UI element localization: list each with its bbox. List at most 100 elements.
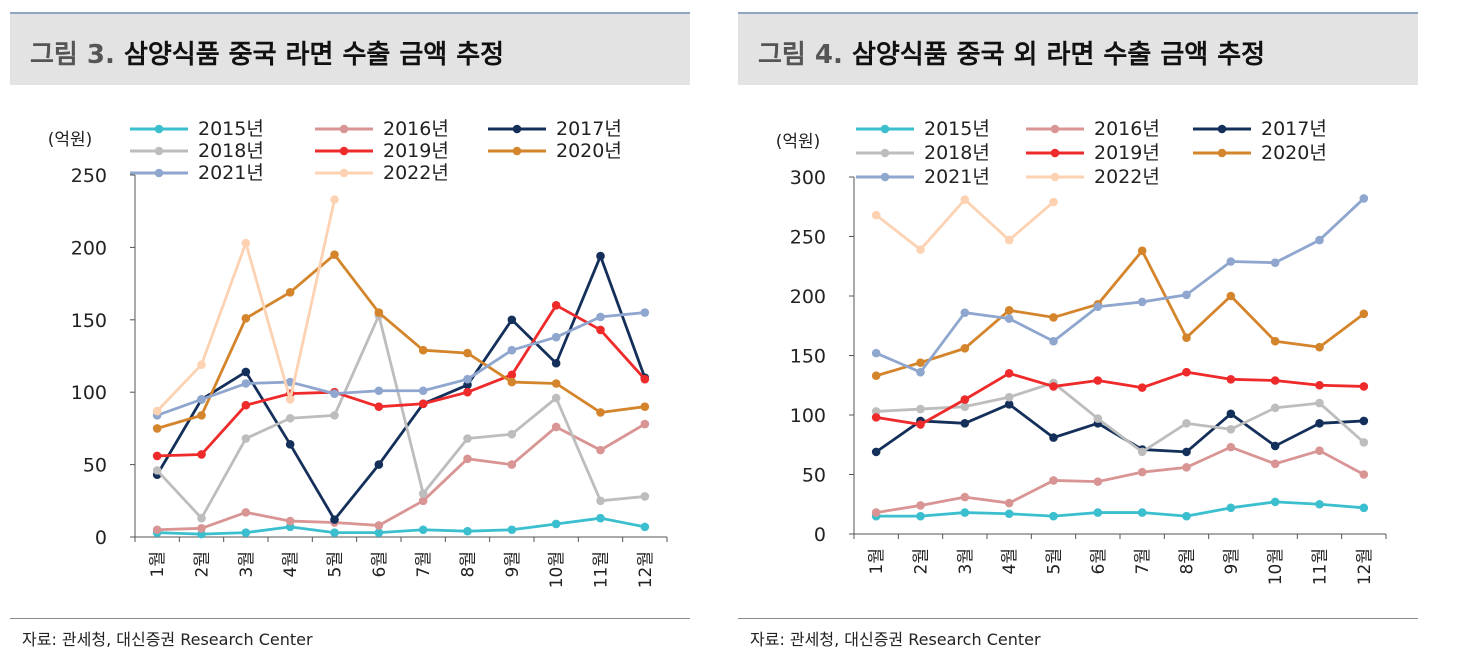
data-point	[418, 345, 428, 355]
data-point	[1004, 369, 1014, 378]
series-2015년	[871, 497, 1369, 521]
data-point	[1093, 414, 1103, 423]
data-point	[330, 250, 339, 259]
series-2018년	[871, 378, 1369, 457]
data-point	[1270, 459, 1280, 469]
data-point	[916, 511, 925, 521]
x-tick-label: 4월	[281, 551, 301, 577]
data-point	[871, 348, 881, 358]
legend-label: 2021년	[924, 166, 990, 188]
data-point	[197, 450, 206, 459]
legend-label: 2020년	[1261, 142, 1327, 164]
data-point	[152, 466, 162, 475]
data-point	[596, 325, 605, 335]
data-point	[241, 434, 251, 443]
data-point	[1137, 246, 1147, 256]
data-point	[1137, 383, 1147, 392]
y-tick-label: 0	[95, 527, 107, 549]
data-point	[418, 399, 428, 409]
data-point	[1137, 508, 1147, 517]
x-tick-label: 6월	[370, 551, 390, 577]
data-point	[418, 489, 428, 498]
data-point	[285, 413, 295, 423]
series-line	[875, 198, 1055, 251]
x-tick-label: 1월	[867, 548, 887, 574]
legend-label: 2019년	[1094, 142, 1160, 164]
series-line	[157, 516, 646, 536]
data-point	[1182, 463, 1191, 472]
legend-label: 2018년	[198, 140, 264, 162]
data-point	[152, 424, 162, 433]
legend-label: 2022년	[383, 162, 449, 184]
data-point	[418, 496, 428, 506]
data-point	[1359, 416, 1369, 426]
data-point	[241, 367, 251, 377]
series-line	[156, 314, 645, 520]
series-line	[157, 422, 646, 532]
series-2021년	[152, 308, 650, 420]
data-point	[551, 332, 561, 342]
series-2016년	[871, 442, 1369, 517]
series-line	[876, 381, 1365, 454]
legend-swatch-marker	[512, 146, 522, 156]
x-tick-label: 11월	[592, 551, 612, 588]
series-line	[875, 402, 1364, 454]
legend-item: 2022년	[1026, 166, 1160, 188]
x-tick-label: 10월	[1266, 548, 1286, 585]
data-point	[1315, 499, 1324, 509]
chart-panel-1: 그림 3. 삼양식품 중국 라면 수출 금액 추정 (억원) 0 50 100 150 2…	[10, 12, 690, 669]
data-point	[1315, 342, 1324, 352]
data-point	[1359, 382, 1369, 391]
data-point	[1049, 511, 1058, 521]
y-tick-label: 200	[71, 237, 107, 259]
data-point	[596, 496, 605, 506]
legend-item: 2018년	[130, 140, 264, 162]
legend-swatch-marker	[512, 124, 522, 134]
data-point	[960, 395, 970, 404]
data-point	[960, 308, 970, 317]
data-point	[507, 377, 517, 387]
data-point	[418, 525, 428, 535]
data-point	[463, 348, 472, 358]
y-tick-label: 200	[790, 286, 826, 308]
y-tick-label: 100	[790, 405, 826, 427]
data-point	[596, 251, 605, 261]
line-chart: (억원) 0 50 100 150 200 250 1월 2월 3월 4월 5월 6월 7월 8월 9월 10월…	[48, 118, 668, 588]
data-point	[960, 195, 970, 204]
data-point	[1049, 197, 1058, 207]
data-point	[1004, 392, 1014, 402]
data-point	[596, 408, 605, 417]
legend-swatch-marker	[339, 146, 349, 156]
data-point	[241, 508, 251, 517]
figure-title: 그림 4. 삼양식품 중국 외 라면 수출 금액 추정	[758, 34, 1265, 71]
y-tick-label: 150	[71, 310, 107, 332]
data-point	[507, 345, 517, 355]
data-point	[640, 419, 650, 429]
data-point	[640, 522, 650, 532]
data-point	[241, 238, 251, 248]
y-tick-label: 50	[83, 455, 107, 477]
figure-label: 그림 4.	[758, 40, 843, 70]
data-point	[152, 406, 162, 416]
data-point	[1137, 297, 1147, 307]
figure-title-bar: 그림 3. 삼양식품 중국 라면 수출 금액 추정	[10, 12, 690, 85]
legend-label: 2017년	[1261, 118, 1327, 140]
legend-swatch-marker	[1217, 148, 1227, 158]
data-point	[285, 395, 295, 404]
data-point	[596, 312, 605, 322]
legend-item: 2017년	[488, 118, 622, 140]
data-point	[285, 287, 295, 297]
x-tick-label: 7월	[1133, 548, 1153, 574]
data-point	[463, 526, 472, 536]
data-point	[871, 508, 881, 517]
series-2022년	[152, 195, 339, 416]
data-point	[197, 524, 206, 533]
data-point	[960, 419, 970, 428]
data-point	[1093, 477, 1103, 486]
data-point	[285, 440, 295, 449]
x-tick-label: 11월	[1311, 548, 1331, 585]
data-point	[1182, 447, 1191, 457]
legend-label: 2016년	[383, 118, 449, 140]
y-tick-label: 300	[790, 167, 826, 189]
legend-swatch-marker	[154, 168, 164, 178]
